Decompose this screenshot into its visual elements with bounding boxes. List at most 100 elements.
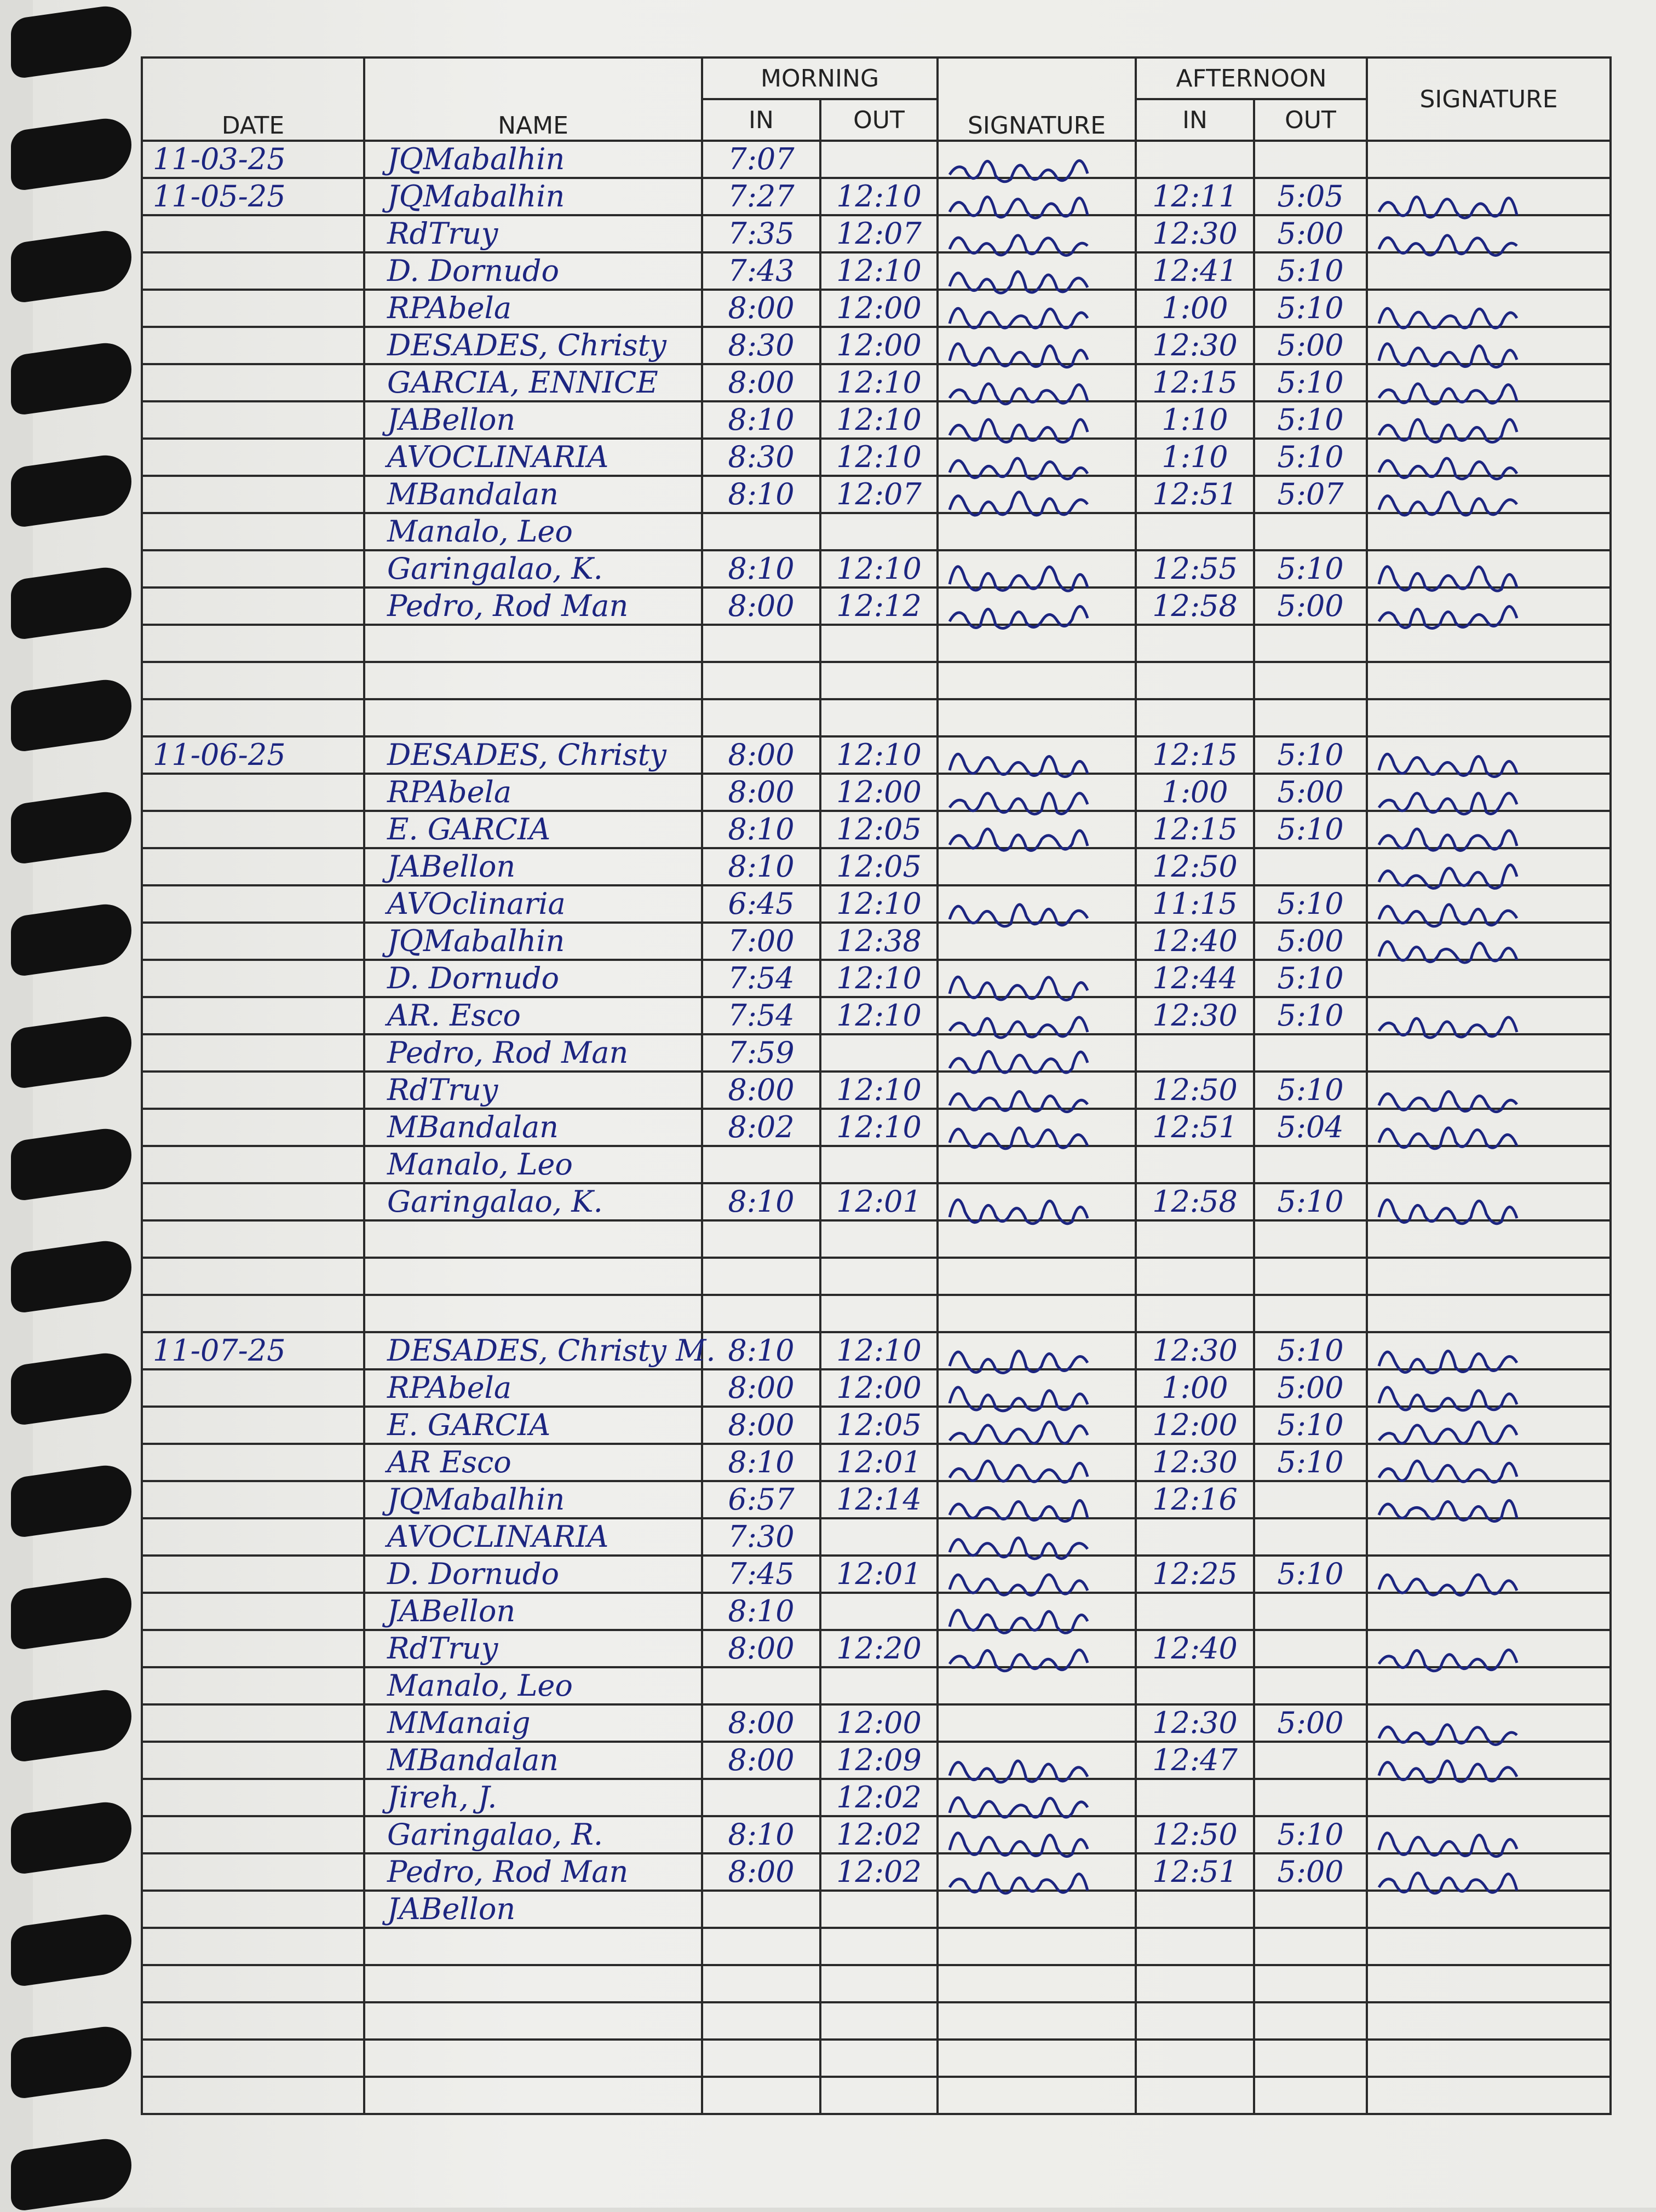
afternoon-out-cell: 5:10: [1253, 1331, 1369, 1370]
table-row: Jireh, J. 12:02: [141, 1778, 1612, 1819]
afternoon-in-cell: 12:51: [1135, 1852, 1256, 1892]
afternoon-signature-cell: [1366, 475, 1612, 517]
name-cell: Manalo, Leo: [363, 512, 703, 551]
date-cell: 11-05-25: [141, 177, 365, 216]
afternoon-in-cell: 12:41: [1135, 251, 1256, 291]
name-cell: [363, 661, 703, 700]
name-cell: AR Esco: [363, 1443, 703, 1482]
morning-in-cell: 8:10: [701, 475, 821, 514]
morning-out-cell: 12:10: [819, 1070, 939, 1110]
table-row: [141, 698, 1612, 738]
afternoon-signature-cell: [1366, 1257, 1612, 1296]
afternoon-out-cell: [1253, 1294, 1369, 1333]
morning-signature-cell: [936, 1517, 1137, 1560]
afternoon-in-cell: [1135, 1219, 1256, 1259]
afternoon-in-cell: [1135, 1257, 1256, 1296]
morning-out-cell: 12:10: [819, 884, 939, 924]
name-cell: Manalo, Leo: [363, 1666, 703, 1706]
date-cell: [141, 1517, 365, 1557]
morning-in-cell: 8:00: [701, 1070, 821, 1110]
morning-signature-cell: [936, 773, 1137, 816]
morning-in-cell: [701, 1257, 821, 1296]
table-row: E. GARCIA 8:10 12:05 12:15 5:10: [141, 810, 1612, 852]
afternoon-signature-cell: [1366, 1368, 1612, 1413]
afternoon-out-cell: [1253, 698, 1369, 738]
afternoon-in-cell: 12:15: [1135, 810, 1256, 849]
afternoon-in-cell: [1135, 512, 1256, 551]
date-cell: [141, 1741, 365, 1780]
date-cell: [141, 1145, 365, 1184]
binding-ring: [11, 2, 131, 80]
afternoon-in-cell: [1135, 1033, 1256, 1073]
afternoon-in-cell: 12:15: [1135, 735, 1256, 775]
date-cell: 11-06-25: [141, 735, 365, 775]
afternoon-signature-cell: [1366, 1666, 1612, 1706]
name-cell: Jireh, J.: [363, 1778, 703, 1817]
table-row: RdTruy 8:00 12:10 12:50 5:10: [141, 1070, 1612, 1114]
afternoon-signature-cell: [1366, 1964, 1612, 2003]
afternoon-signature-cell: [1366, 1405, 1612, 1445]
afternoon-in-cell: 12:50: [1135, 847, 1256, 886]
table-row: 11-03-25 JQMabalhin 7:07: [141, 140, 1612, 183]
morning-in-header: IN: [701, 98, 821, 142]
afternoon-in-cell: [1135, 1778, 1256, 1817]
name-cell: JABellon: [363, 1890, 703, 1929]
morning-out-cell: 12:10: [819, 549, 939, 589]
table-row: [141, 1927, 1612, 1966]
name-cell: JABellon: [363, 400, 703, 440]
afternoon-out-cell: 5:07: [1253, 475, 1369, 514]
morning-signature-cell: [936, 735, 1137, 778]
table-row: DESADES, Christy 8:30 12:00 12:30 5:00: [141, 326, 1612, 369]
morning-out-cell: 12:00: [819, 289, 939, 328]
afternoon-in-cell: 12:44: [1135, 959, 1256, 998]
name-cell: Manalo, Leo: [363, 1145, 703, 1184]
morning-in-cell: 8:00: [701, 1405, 821, 1445]
morning-in-cell: 8:00: [701, 586, 821, 626]
table-row: [141, 1294, 1612, 1333]
morning-out-cell: [819, 1890, 939, 1929]
afternoon-in-cell: 12:15: [1135, 363, 1256, 402]
table-row: [141, 661, 1612, 700]
afternoon-out-cell: 5:10: [1253, 549, 1369, 589]
afternoon-signature-cell: [1366, 251, 1612, 291]
afternoon-out-cell: 5:00: [1253, 921, 1369, 961]
afternoon-signature-cell: [1366, 810, 1612, 852]
morning-in-cell: 7:35: [701, 214, 821, 254]
table-row: [141, 2076, 1612, 2115]
binding-ring: [11, 1574, 131, 1651]
date-cell: [141, 1368, 365, 1408]
afternoon-signature-cell: [1366, 959, 1612, 998]
table-row: Pedro, Rod Man 8:00 12:02 12:51 5:00: [141, 1852, 1612, 1895]
afternoon-signature-cell: [1366, 437, 1612, 481]
signature-scribble: [948, 1420, 1089, 1445]
name-cell: RdTruy: [363, 1629, 703, 1668]
table-row: RdTruy 7:35 12:07 12:30 5:00: [141, 214, 1612, 257]
morning-signature-cell: [936, 1927, 1137, 1966]
binding-ring: [11, 1461, 131, 1539]
date-cell: [141, 1294, 365, 1333]
morning-signature-cell: [936, 1368, 1137, 1413]
morning-signature-cell: [936, 326, 1137, 369]
morning-in-cell: 7:00: [701, 921, 821, 961]
date-cell: [141, 1554, 365, 1594]
afternoon-signature-cell: [1366, 1070, 1612, 1114]
date-cell: [141, 1219, 365, 1259]
table-row: Pedro, Rod Man 8:00 12:12 12:58 5:00: [141, 586, 1612, 630]
binding-ring: [11, 676, 131, 753]
morning-in-cell: 7:54: [701, 996, 821, 1035]
afternoon-out-cell: 5:10: [1253, 810, 1369, 849]
table-row: Manalo, Leo: [141, 1666, 1612, 1706]
morning-out-cell: [819, 1964, 939, 2003]
morning-out-cell: 12:10: [819, 735, 939, 775]
name-cell: JABellon: [363, 847, 703, 886]
morning-in-cell: 8:10: [701, 1592, 821, 1631]
date-cell: [141, 512, 365, 551]
table-row: JQMabalhin 6:57 12:14 12:16: [141, 1480, 1612, 1523]
morning-out-cell: [819, 698, 939, 738]
name-cell: JQMabalhin: [363, 1480, 703, 1519]
name-cell: DESADES, Christy: [363, 735, 703, 775]
afternoon-in-cell: 12:00: [1135, 1405, 1256, 1445]
afternoon-out-cell: [1253, 1629, 1369, 1668]
morning-out-cell: 12:09: [819, 1741, 939, 1780]
date-cell: [141, 884, 365, 924]
